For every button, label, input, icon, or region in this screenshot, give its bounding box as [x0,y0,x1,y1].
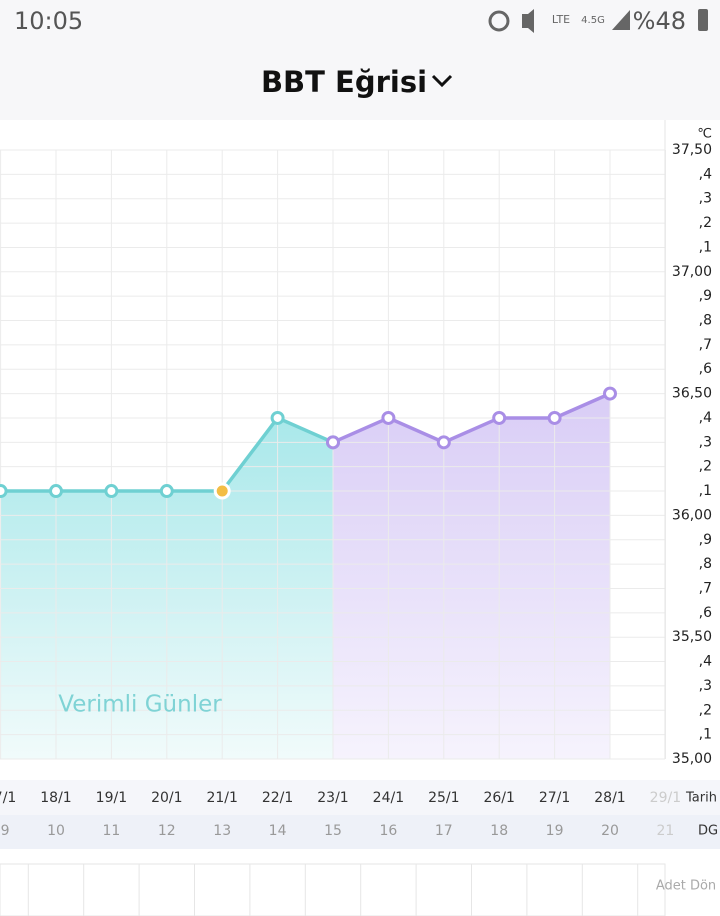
row-label: Tarih [685,791,717,806]
x-tick-label: 23/1 [317,790,348,806]
annotation: Verimli Günler [58,692,222,718]
status-icons: LTE 4.5G [488,9,708,33]
x-tick-label: 26/1 [483,790,514,806]
data-point [270,410,285,425]
day-row [0,815,720,849]
y-tick-label: ,3 [699,434,712,450]
y-tick-label: 35,50 [672,629,712,645]
x-tick-label: 28/1 [594,790,625,806]
cycle-day: 10 [47,823,65,839]
y-tick-label: ,7 [699,337,712,353]
y-tick-label: 36,50 [672,386,712,402]
battery-level: %48 [633,7,686,35]
cycle-day: 19 [546,823,564,839]
cycle-day: 16 [379,823,397,839]
y-tick-label: ,1 [699,483,712,499]
y-tick-label: ,3 [699,678,712,694]
date-row [0,780,720,815]
top-background [0,0,720,120]
y-tick-label: ,7 [699,580,712,596]
period-row [0,863,666,916]
cycle-day: 11 [102,823,120,839]
y-tick-label: ,1 [699,239,712,255]
cycle-day: 12 [158,823,176,839]
y-tick-label: 37,50 [672,142,712,158]
x-tick-label: 19/1 [96,790,127,806]
series-line [332,391,611,445]
row-label: DG [698,824,718,839]
y-tick-label: 37,00 [672,264,712,280]
data-point [381,410,396,425]
y-tick-label: ,6 [699,605,712,621]
header-title[interactable]: BBT Eğrisi [261,65,427,99]
x-tick-label: 17/1 [0,790,16,806]
period-button[interactable]: Adet Dön [656,879,716,894]
cycle-day: 19 [0,823,10,839]
cycle-day: 20 [601,823,619,839]
y-tick-label: ,8 [699,556,712,572]
x-tick-label: 29/1 [650,790,681,806]
x-tick-label: 20/1 [151,790,182,806]
data-point [159,484,174,499]
x-tick-label: 25/1 [428,790,459,806]
x-tick-label: 22/1 [262,790,293,806]
svg-text:LTE: LTE [552,13,570,26]
data-point [49,484,63,499]
dropdown-icon[interactable] [431,74,453,88]
y-tick-label: ,1 [699,727,712,743]
cycle-day: 15 [324,823,342,839]
data-point [492,410,507,425]
data-point [603,386,617,401]
x-tick-label: 27/1 [539,790,570,806]
y-tick-label: ,4 [699,410,712,426]
y-tick-label: ,8 [699,313,712,329]
data-point [0,484,8,499]
chart: 35,00 ,1 ,2 ,3 ,4 35,50 ,6 ,7 ,8 ,9 36,00 ,1 ,2 ,3 ,4 3… [0,120,718,916]
data-point [326,435,340,450]
x-tick-label: 18/1 [40,790,71,806]
status-time: 10:05 [14,7,83,35]
y-tick-label: 36,00 [672,507,712,523]
y-tick-label: ,4 [699,166,712,182]
highlight-point [213,482,231,500]
y-tick-label: ,3 [699,191,712,207]
y-tick-label: ,4 [699,654,712,670]
data-point [547,410,562,425]
data-point [436,435,451,450]
cycle-day: 13 [213,823,231,839]
svg-text:4.5G: 4.5G [581,15,605,26]
area [333,393,610,759]
y-tick-label: ,9 [699,288,712,304]
y-unit: ℃ [697,127,712,142]
y-tick-label: ,9 [699,532,712,548]
cycle-day: 17 [435,823,453,839]
y-tick-label: ,2 [699,215,712,231]
x-tick-label: 24/1 [373,790,404,806]
y-tick-label: 35,00 [672,751,712,767]
cycle-day: 14 [269,823,287,839]
y-tick-label: ,2 [699,459,712,475]
x-tick-label: 21/1 [206,790,237,806]
cycle-day: 18 [490,823,508,839]
cycle-day: 21 [656,823,674,839]
y-tick-label: ,2 [699,702,712,718]
data-point [104,484,119,499]
y-tick-label: ,6 [699,361,712,377]
